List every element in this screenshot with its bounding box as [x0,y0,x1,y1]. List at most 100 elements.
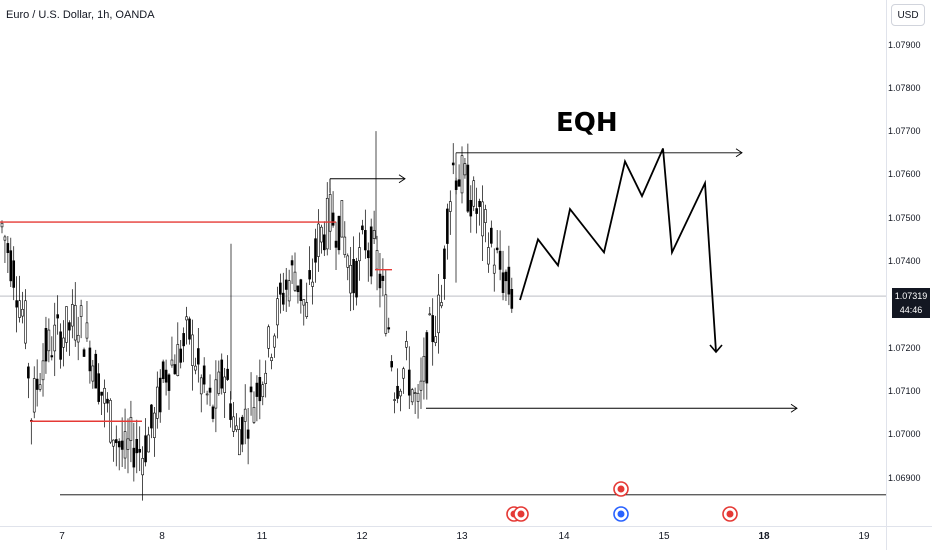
swing-low-arrowhead [790,403,798,413]
candle-body [393,399,396,401]
candle-body [451,162,455,166]
candle-body [261,384,265,398]
candle-body [276,298,279,326]
eqh-label: EQH [556,108,618,138]
candle-body [100,391,103,396]
candle-body [126,438,130,450]
candle-body [352,259,355,294]
currency-button[interactable]: USD [891,4,925,26]
candle-body [425,332,429,384]
candle-body [469,199,473,217]
candle-body [226,368,229,380]
candle-body [191,334,194,366]
candle-body [270,357,273,362]
time-axis-label: 15 [658,531,670,542]
candle-body [495,247,499,251]
candle-body [387,327,391,330]
candle-body [396,385,399,399]
candle-body [372,230,376,239]
candle-body [50,355,54,358]
candle-body [179,348,183,363]
time-axis-label: 7 [59,531,65,542]
candle-body [150,404,153,429]
time-axis-label: 12 [356,531,368,542]
candle-body [355,260,358,298]
price-axis-label: 1.07500 [888,212,921,223]
candle-body [35,378,39,390]
candle-body [112,439,115,447]
candle-body [322,234,326,251]
economic-event-icon-dot [617,510,625,518]
candle-body [15,300,18,308]
candle-body [76,334,80,343]
price-axis-label: 1.07000 [888,429,921,440]
candle-body [185,316,188,321]
price-axis-label: 1.07200 [888,342,921,353]
symbol-title: Euro / U.S. Dollar, 1h, OANDA [6,9,155,21]
candle-body [258,377,262,402]
candle-body [325,197,329,250]
candle-body [21,308,24,317]
candle-body [91,365,95,382]
candle-body [82,349,86,357]
candle-body [0,222,4,228]
candle-body [281,292,285,305]
candle-body [399,390,402,397]
candle-body [211,406,215,419]
candle-body [47,329,51,352]
candle-body [188,318,191,340]
candle-body [419,380,423,391]
candle-body [490,227,493,244]
candle-body [164,369,168,383]
price-axis-label: 1.07700 [888,126,921,137]
candle-body [129,417,133,441]
candle-body [240,416,244,445]
candle-body [27,366,30,379]
candle-body [232,416,235,432]
candle-body [328,194,332,232]
candle-body [358,247,361,262]
candle-body [161,361,165,380]
candle-body [6,243,10,253]
candle-body [41,360,45,381]
candle-body [18,300,21,318]
candle-body [440,302,443,307]
candle-body [208,387,212,393]
candle-body [390,361,393,368]
candle-body [223,376,226,393]
price-axis-label: 1.07100 [888,385,921,396]
candle-body [457,179,461,187]
candle-body [182,333,185,347]
candle-body [103,387,106,404]
price-axis-label: 1.07800 [888,82,921,93]
candle-body [197,348,200,365]
candle-body [431,315,435,343]
economic-event-icon-dot [726,510,734,518]
candle-body [217,371,221,394]
candle-body [475,208,478,214]
candle-body [366,250,370,259]
candle-body [106,398,109,404]
candle-body [73,305,77,341]
candle-body [88,347,92,372]
candle-body [176,344,180,376]
price-axis-label: 1.06900 [888,472,921,483]
time-axis-label: 8 [159,531,165,542]
candle-body [305,302,309,317]
candle-body [44,328,48,362]
candle-body [334,240,338,248]
candle-body [56,314,59,319]
candle-body [340,200,344,238]
candle-body [194,365,197,371]
projection-path [519,148,717,353]
candle-body [167,374,171,391]
candle-body [155,386,159,419]
candle-body [123,431,127,459]
candle-body [405,341,408,348]
candle-body [120,440,124,450]
candle-body [264,372,268,384]
candle-body [402,368,405,379]
candle-body [287,280,291,302]
